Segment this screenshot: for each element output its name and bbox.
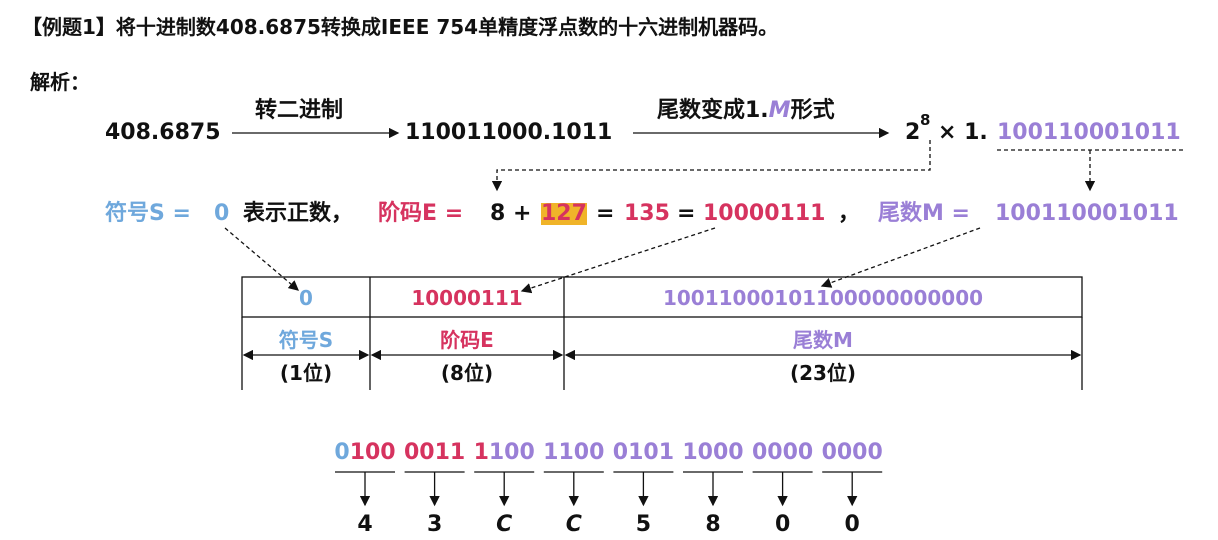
code-group: 0000 <box>750 442 816 464</box>
hex-digit: 8 <box>705 512 721 537</box>
code-group: 0011 <box>402 442 468 464</box>
code-part: 1 <box>473 440 489 465</box>
code-part: 100 <box>349 440 396 465</box>
bias: 127 <box>541 201 587 226</box>
base: 2 <box>905 120 921 145</box>
times: × 1. <box>938 120 988 145</box>
code-part: 0000 <box>751 440 814 465</box>
binary: 110011000.1011 <box>405 120 613 145</box>
exponent-label: 阶码E = <box>378 201 464 226</box>
code-part: 0101 <box>612 440 674 465</box>
decimal-exp: 135 <box>624 201 670 226</box>
dashed-arrows <box>224 140 1183 294</box>
code-group: 1000 <box>680 442 746 464</box>
text: 尾数变成1. <box>657 98 769 123</box>
code-part: 0 <box>334 440 350 465</box>
binary-exp: 10000111 <box>703 201 826 226</box>
text: M <box>768 98 791 123</box>
decimal: 408.6875 <box>105 120 221 145</box>
code-part: 0000 <box>821 440 883 465</box>
text: 形式 <box>790 98 835 123</box>
equals: = <box>596 201 615 226</box>
code-group: 1100 <box>541 442 607 464</box>
step-label: 转二进制 <box>255 98 344 123</box>
code-part: 1000 <box>682 440 744 465</box>
code-part: 1100 <box>543 440 605 465</box>
mantissa: 100110001011 <box>997 120 1181 145</box>
step-label: 尾数变成1.M形式 <box>657 100 835 122</box>
hex-digit: 5 <box>635 512 652 537</box>
table-lines <box>241 276 1083 390</box>
field: 尾数M <box>793 328 853 352</box>
bits: (23位) <box>789 361 857 385</box>
equals: = <box>677 201 696 226</box>
cell: 10000111 <box>411 286 523 310</box>
field: 符号S <box>278 328 334 352</box>
code-group: 0100 <box>332 442 398 464</box>
code-part: 100 <box>488 440 535 465</box>
mantissa-label: 尾数M = <box>878 201 970 226</box>
analysis-label: 解析： <box>30 70 90 94</box>
hex-digit: 4 <box>357 512 373 537</box>
comma: ， <box>838 201 861 226</box>
field: 阶码E <box>440 328 494 352</box>
title: 【例题1】将十进制数408.6875转换成IEEE 754单精度浮点数的十六进制… <box>22 15 779 39</box>
code-group: 1100 <box>471 442 537 464</box>
code-arrows <box>335 471 883 507</box>
mantissa: 100110001011 <box>995 201 1179 226</box>
hex-digit: 3 <box>426 512 443 537</box>
code-group: 0101 <box>610 442 676 464</box>
sign-label: 符号S = <box>105 201 191 226</box>
cell: 10011000101100000000000 <box>662 286 984 310</box>
sign-note: 表示正数， <box>243 201 354 226</box>
bits: (1位) <box>279 361 333 385</box>
sign-value: 0 <box>214 201 230 226</box>
hex-digit: C <box>565 512 582 537</box>
hex-digit: 0 <box>844 512 860 537</box>
exponent: 8 <box>920 111 931 129</box>
bits: (8位) <box>440 361 494 385</box>
hex-digit: 0 <box>774 512 791 537</box>
sum: 8 + <box>490 201 532 226</box>
cell: 0 <box>299 286 313 310</box>
code-group: 0000 <box>819 442 885 464</box>
code-part: 0011 <box>403 440 466 465</box>
hex-digit: C <box>496 512 513 537</box>
